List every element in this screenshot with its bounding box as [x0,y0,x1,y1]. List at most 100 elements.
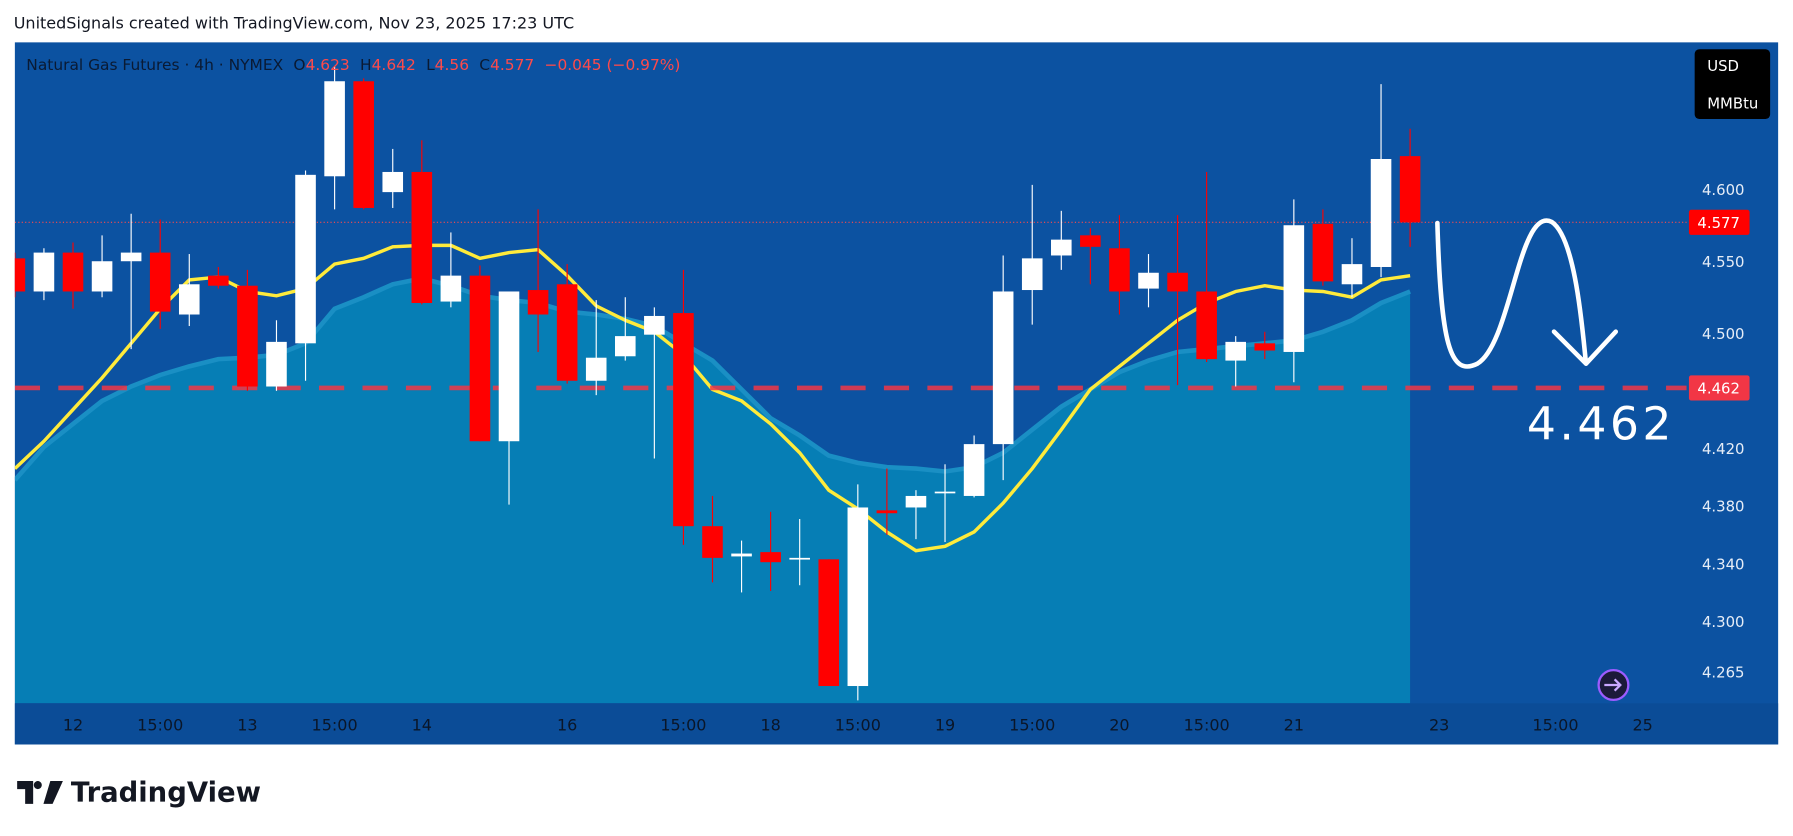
unit-box[interactable] [1694,49,1771,119]
candle-body [1283,225,1305,352]
candle-body [498,291,520,442]
ohlc-letter: O [293,56,305,74]
ohlc-letter: H [360,56,372,74]
x-tick-label: 15:00 [137,716,183,735]
replay-glyph [1604,678,1622,692]
candle-body [992,291,1014,445]
x-tick-label: 23 [1429,716,1449,735]
y-tick-label: 4.550 [1702,253,1745,271]
x-tick-label: 15:00 [835,716,881,735]
candle-body [527,290,549,315]
ohlc-letter: C [479,56,490,74]
x-tick-label: 15:00 [1009,716,1055,735]
candle-body [1109,248,1130,292]
candle-body [1196,291,1217,360]
candle-body [208,275,229,286]
candle-body [1021,258,1043,291]
change: −0.045 (−0.97%) [545,56,681,74]
y-tick-label: 4.500 [1702,325,1745,343]
candle-body [760,552,781,563]
ohlc-value: 4.623 [306,56,350,74]
candle-body [91,261,113,292]
candle-body [1167,272,1188,292]
candle-body [382,171,404,193]
candle-body [1051,239,1072,256]
plot-area [14,66,1687,704]
candle-body [33,252,55,292]
drawn-arrow [1435,218,1619,369]
candle-body [556,284,578,381]
candle-body [266,341,287,387]
ohlc-value: 4.577 [490,56,534,74]
candle-body [1138,272,1159,289]
candle-body [1399,156,1421,223]
candle-body [62,252,84,292]
ohlc-value: 4.56 [435,56,469,74]
candle-body [149,252,171,312]
level-annotation: 4.462 [1527,397,1675,450]
candle-body [673,313,694,527]
candle-body [789,557,810,560]
candle-body [818,559,840,687]
x-axis-band [14,703,1779,745]
candle-body [934,491,956,494]
candle-body [14,258,26,292]
unit: MMBtu [1707,95,1758,113]
legend-line: Natural Gas Futures · 4h · NYMEX O4.623 H4… [26,56,680,74]
candle-body [1225,341,1246,361]
y-tick-label: 4.600 [1702,181,1745,199]
candle-body [178,284,200,315]
candle-body [1370,158,1392,267]
y-tick-label: 4.340 [1702,555,1745,573]
y-tick-label: 4.300 [1702,613,1745,631]
caption: UnitedSignals created with TradingView.c… [14,14,574,33]
candle-body [1080,235,1101,247]
price-tag [1688,209,1750,235]
x-tick-label: 15:00 [1184,716,1230,735]
candle-body [905,495,927,508]
candle-body [411,171,433,303]
price-tag-label: 4.577 [1697,214,1740,232]
candle-body [440,275,462,302]
candle-body [469,275,491,442]
candle-body [614,336,636,357]
candle-body [1341,264,1363,285]
x-tick-label: 15:00 [312,716,358,735]
x-tick-label: 15:00 [1532,716,1578,735]
candle-body [120,252,142,262]
candle-body [353,81,374,208]
symbol-title: Natural Gas Futures · 4h · NYMEX [26,56,283,74]
x-tick-label: 21 [1284,716,1304,735]
candle-body [237,285,258,387]
area [14,278,1411,704]
x-tick-label: 13 [237,716,257,735]
candle-body [295,174,316,344]
candle-body [731,553,752,557]
candle-body [702,526,723,558]
y-tick-label: 4.265 [1702,663,1745,681]
currency: USD [1707,57,1739,75]
candle-body [1312,223,1334,282]
candle-body [847,507,869,687]
x-tick-label: 20 [1109,716,1129,735]
candle-body [1254,343,1276,351]
x-tick-label: 25 [1632,716,1652,735]
level-tag [1688,375,1750,401]
x-tick-label: 16 [557,716,577,735]
ohlc-letter: L [426,56,435,74]
y-tick-label: 4.380 [1702,498,1745,516]
level-tag-label: 4.462 [1697,380,1740,398]
x-tick-label: 18 [760,716,780,735]
candle-body [324,81,345,177]
x-tick-label: 14 [412,716,432,735]
y-tick-label: 4.420 [1702,440,1745,458]
brand: TradingView [71,778,261,809]
ohlc-value: 4.642 [372,56,416,74]
candle-body [585,357,607,381]
brand-logo [17,781,63,804]
candle-body [876,510,898,514]
x-tick-label: 19 [935,716,955,735]
x-tick-label: 15:00 [660,716,706,735]
